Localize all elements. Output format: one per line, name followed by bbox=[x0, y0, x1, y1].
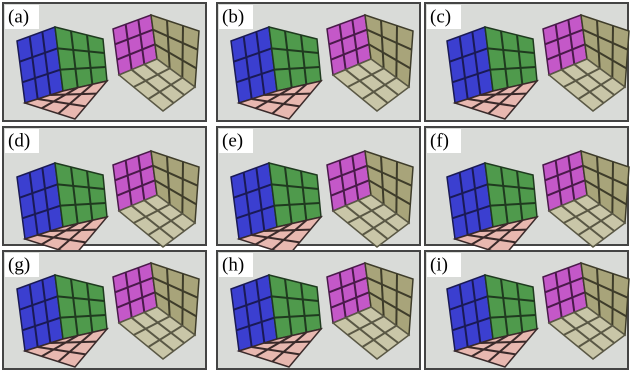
panel-label: (b) bbox=[222, 6, 244, 27]
sticker-line bbox=[264, 94, 310, 95]
image-panel: (e) bbox=[217, 127, 420, 255]
sticker-line bbox=[396, 274, 397, 326]
sticker-line bbox=[182, 26, 183, 78]
sticker-line bbox=[612, 162, 613, 214]
sticker-line bbox=[50, 230, 96, 231]
figure: (a) (b) (c) (d) (e) (f) (g) (h) (i) bbox=[0, 0, 631, 375]
sticker-line bbox=[396, 162, 397, 214]
sticker-line bbox=[612, 26, 613, 78]
sticker-line bbox=[182, 162, 183, 214]
sticker-line bbox=[182, 274, 183, 326]
sticker-line bbox=[480, 342, 526, 343]
sticker-line bbox=[612, 274, 613, 326]
sticker-line bbox=[50, 342, 96, 343]
image-panel: (a) bbox=[3, 3, 206, 121]
panel-label: (e) bbox=[222, 130, 243, 151]
sticker-line bbox=[480, 94, 526, 95]
panel-label: (h) bbox=[222, 254, 244, 275]
image-panel: (g) bbox=[3, 251, 206, 369]
sticker-line bbox=[396, 26, 397, 78]
panel-label: (f) bbox=[430, 130, 449, 151]
panel-label: (i) bbox=[430, 254, 448, 275]
sticker-line bbox=[480, 230, 526, 231]
panel-label: (g) bbox=[8, 254, 30, 275]
image-panel: (b) bbox=[217, 3, 420, 121]
image-panel: (d) bbox=[3, 127, 206, 255]
sticker-line bbox=[264, 230, 310, 231]
sticker-line bbox=[264, 342, 310, 343]
image-panel: (h) bbox=[217, 251, 420, 369]
panel-label: (a) bbox=[8, 6, 29, 27]
image-panel: (i) bbox=[425, 251, 629, 369]
image-panel: (f) bbox=[425, 127, 629, 255]
panel-label: (c) bbox=[430, 6, 451, 27]
image-panel: (c) bbox=[425, 3, 629, 121]
panel-label: (d) bbox=[8, 130, 30, 151]
sticker-line bbox=[50, 94, 96, 95]
